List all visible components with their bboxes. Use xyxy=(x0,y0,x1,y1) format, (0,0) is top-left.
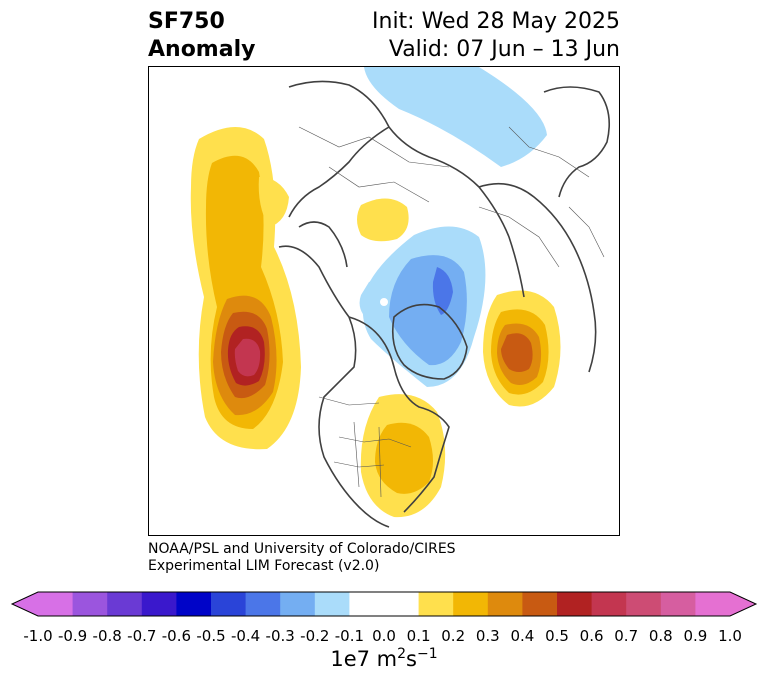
colorbar-extend-min xyxy=(12,592,38,616)
colorbar-outline xyxy=(10,591,758,617)
colorbar-tick-label: 0.5 xyxy=(545,627,569,645)
colorbar-tick-label: 0.8 xyxy=(648,627,673,645)
colorbar-cell xyxy=(349,592,385,616)
colorbar-cell xyxy=(384,592,420,616)
colorbar-tick-label: -0.4 xyxy=(230,627,261,645)
units-prefix: 1e7 m xyxy=(330,647,398,671)
units-exponent-1: 2 xyxy=(397,646,407,662)
colorbar-tick-label: 0.4 xyxy=(510,627,535,645)
colorbar-cell xyxy=(141,592,177,616)
colorbar-tick-label: -1.0 xyxy=(23,627,53,645)
colorbar-cell xyxy=(38,592,74,616)
colorbar-cell xyxy=(591,592,627,616)
colorbar-tick-label: 0.7 xyxy=(614,627,639,645)
colorbar-cell xyxy=(245,592,281,616)
colorbar-tick-label: -0.3 xyxy=(265,627,295,645)
colorbar-cell xyxy=(626,592,662,616)
init-date: Init: Wed 28 May 2025 xyxy=(372,9,620,34)
colorbar-cell xyxy=(176,592,212,616)
colorbar-tick-label: -0.6 xyxy=(161,627,192,645)
colorbar-cell xyxy=(107,592,143,616)
coastlines xyxy=(278,80,610,528)
credit-line1: NOAA/PSL and University of Colorado/CIRE… xyxy=(148,541,456,557)
colorbar-tick-label: -0.1 xyxy=(334,627,365,645)
colorbar-tick-label: -0.8 xyxy=(92,627,122,645)
units-exponent-2: −1 xyxy=(417,646,438,662)
valid-range: Valid: 07 Jun – 13 Jun xyxy=(388,37,620,62)
title-line1: SF750 xyxy=(148,9,225,34)
colorbar-cell xyxy=(453,592,489,616)
colorbar-tick-label: -0.5 xyxy=(196,627,226,645)
colorbar-tick-label: 1.0 xyxy=(718,627,742,645)
colorbar-cell xyxy=(72,592,108,616)
country-borders xyxy=(298,126,605,498)
credit-line2: Experimental LIM Forecast (v2.0) xyxy=(148,558,380,574)
anomaly-arctic-siberia xyxy=(364,67,547,167)
colorbar-tick-label: 0.6 xyxy=(579,627,604,645)
colorbar-cell xyxy=(280,592,316,616)
anomaly-north-atlantic xyxy=(359,226,486,387)
forecast-dates: Init: Wed 28 May 2025 Valid: 07 Jun – 13… xyxy=(372,8,620,64)
colorbar-cell xyxy=(660,592,696,616)
colorbar-cell xyxy=(487,592,523,616)
colorbar-tick-label: 0.3 xyxy=(475,627,500,645)
colorbar-tick-label: 0.2 xyxy=(441,627,466,645)
colorbar-tick-label: -0.2 xyxy=(300,627,330,645)
colorbar-cell xyxy=(695,592,731,616)
colorbar-units: 1e7 m2s−1 xyxy=(0,646,768,671)
anomaly-east-asia xyxy=(483,290,561,407)
anomaly-northeast-pacific xyxy=(190,127,301,450)
colorbar-cell xyxy=(418,592,454,616)
polar-map xyxy=(148,66,620,536)
colorbar-tick-label: 0.0 xyxy=(372,627,396,645)
colorbar-cell xyxy=(211,592,247,616)
anomaly-northern-europe xyxy=(357,198,409,242)
colorbar-cell xyxy=(314,592,350,616)
colorbar-cell xyxy=(557,592,593,616)
colorbar-cell xyxy=(522,592,558,616)
colorbar-tick-label: 0.1 xyxy=(406,627,431,645)
title-line2: Anomaly xyxy=(148,37,256,62)
colorbar-tick-label: 0.9 xyxy=(683,627,708,645)
colorbar-tick-label: -0.9 xyxy=(57,627,88,645)
anomaly-map xyxy=(190,67,610,528)
colorbar-extend-max xyxy=(730,592,756,616)
units-mid: s xyxy=(406,647,417,671)
colorbar-tick-label: -0.7 xyxy=(127,627,157,645)
colorbar xyxy=(10,591,758,617)
anomaly-eastern-us xyxy=(360,394,446,518)
map-title: SF750 Anomaly xyxy=(148,8,255,64)
credit-text: NOAA/PSL and University of Colorado/CIRE… xyxy=(148,541,456,575)
